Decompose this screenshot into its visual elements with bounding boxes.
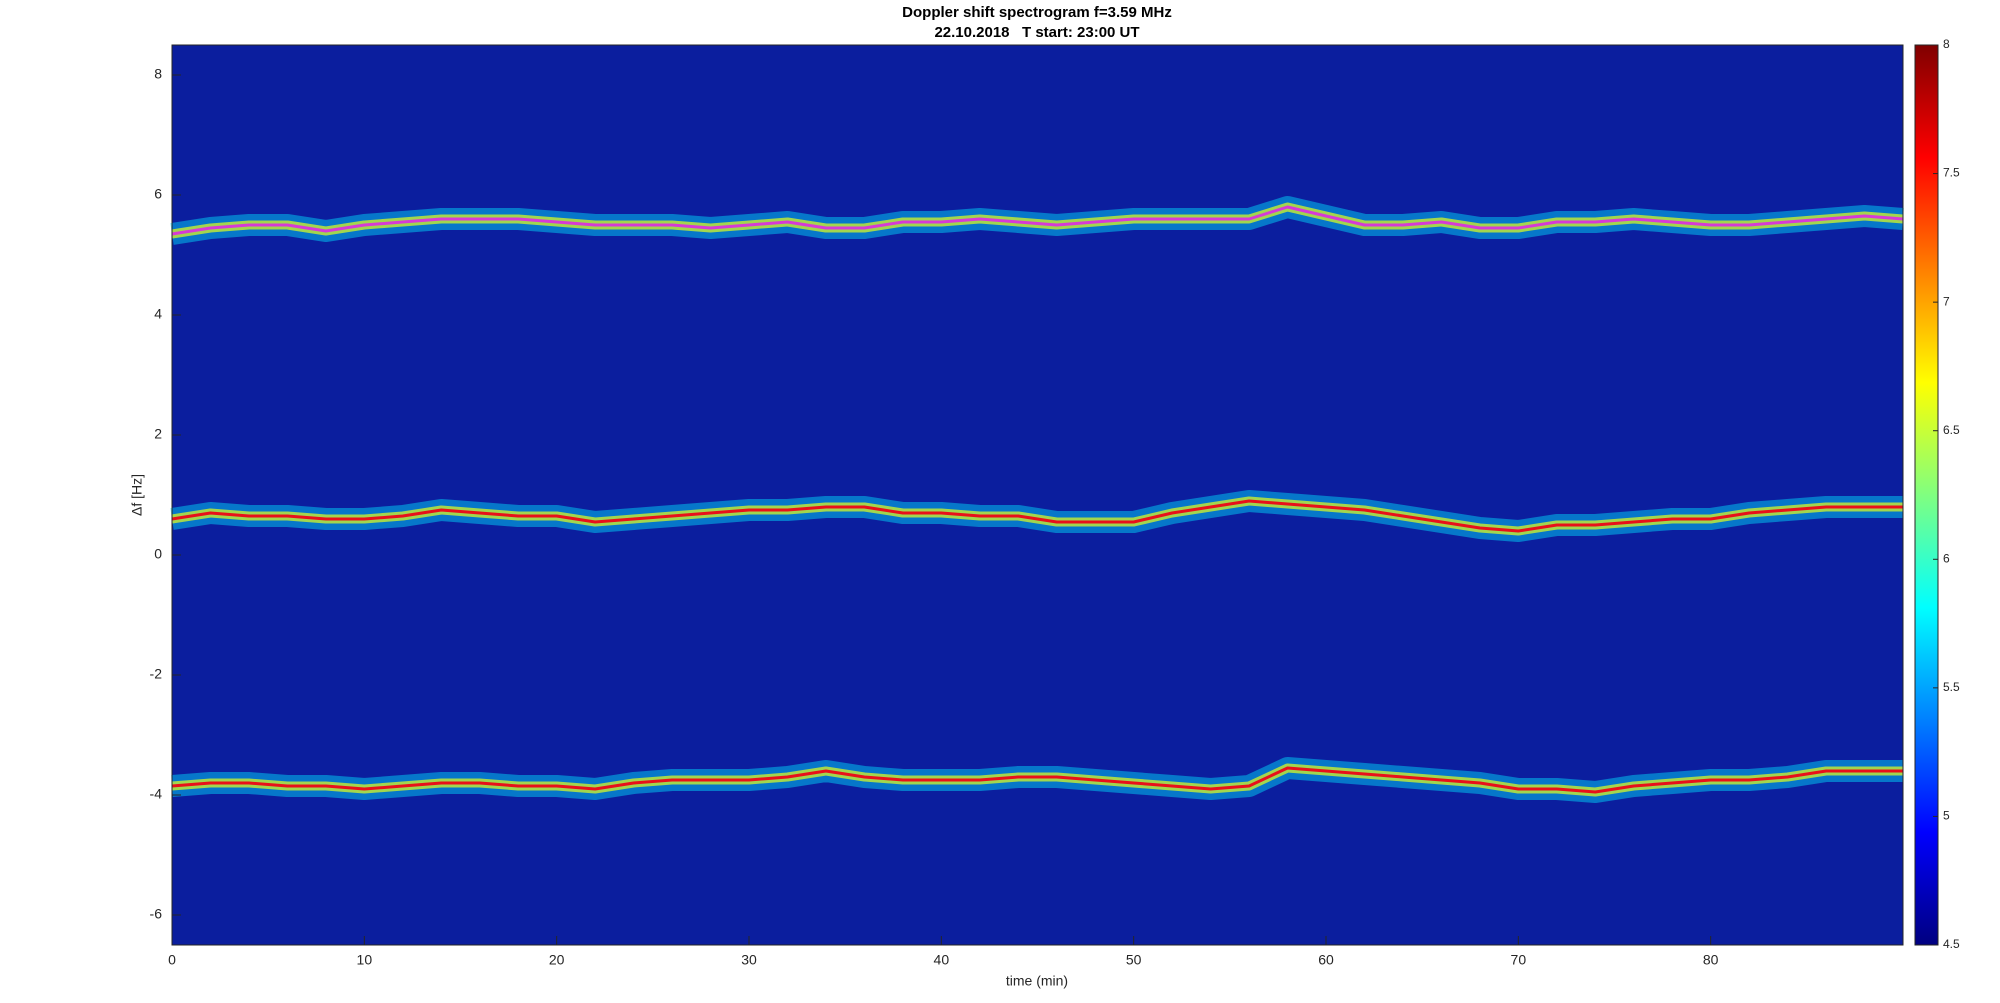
x-tick-label: 40 (934, 952, 950, 968)
x-tick-label: 60 (1318, 952, 1334, 968)
colorbar-tick-label: 4.5 (1943, 937, 1960, 951)
y-tick-label: 4 (154, 306, 162, 322)
y-tick-label: 8 (154, 66, 162, 82)
y-tick-label: 6 (154, 186, 162, 202)
plot-background (172, 45, 1903, 945)
y-tick-label: 0 (154, 546, 162, 562)
chart-subtitle: 22.10.2018 T start: 23:00 UT (934, 24, 1139, 41)
plot-frame (171, 44, 1904, 946)
y-tick-label: -6 (150, 906, 163, 922)
x-tick-label: 30 (741, 952, 757, 968)
x-axis-label: time (min) (1006, 973, 1068, 989)
colorbar (1914, 44, 1939, 946)
colorbar-tick-label: 7 (1943, 294, 1950, 308)
x-tick-label: 20 (549, 952, 565, 968)
colorbar-tick-label: 8 (1943, 37, 1950, 51)
x-tick-label: 80 (1703, 952, 1719, 968)
trace-line (171, 499, 1903, 533)
colorbar-tick-label: 6.5 (1943, 423, 1960, 437)
y-tick-label: -2 (150, 666, 163, 682)
x-tick-label: 50 (1126, 952, 1142, 968)
x-tick-label: 10 (357, 952, 373, 968)
colorbar-tick-label: 5 (1943, 809, 1950, 823)
trace-line (171, 766, 1903, 794)
colorbar-tick-label: 7.5 (1943, 166, 1960, 180)
colorbar-tick-label: 6 (1943, 551, 1950, 565)
y-axis-label: Δf [Hz] (129, 474, 145, 516)
y-tick-label: -4 (150, 786, 163, 802)
trace-line (171, 205, 1904, 236)
chart-title: Doppler shift spectrogram f=3.59 MHz (902, 4, 1172, 21)
x-tick-label: 70 (1511, 952, 1527, 968)
y-tick-label: 2 (154, 426, 162, 442)
colorbar-tick-label: 5.5 (1943, 680, 1960, 694)
x-tick-label: 0 (168, 952, 176, 968)
